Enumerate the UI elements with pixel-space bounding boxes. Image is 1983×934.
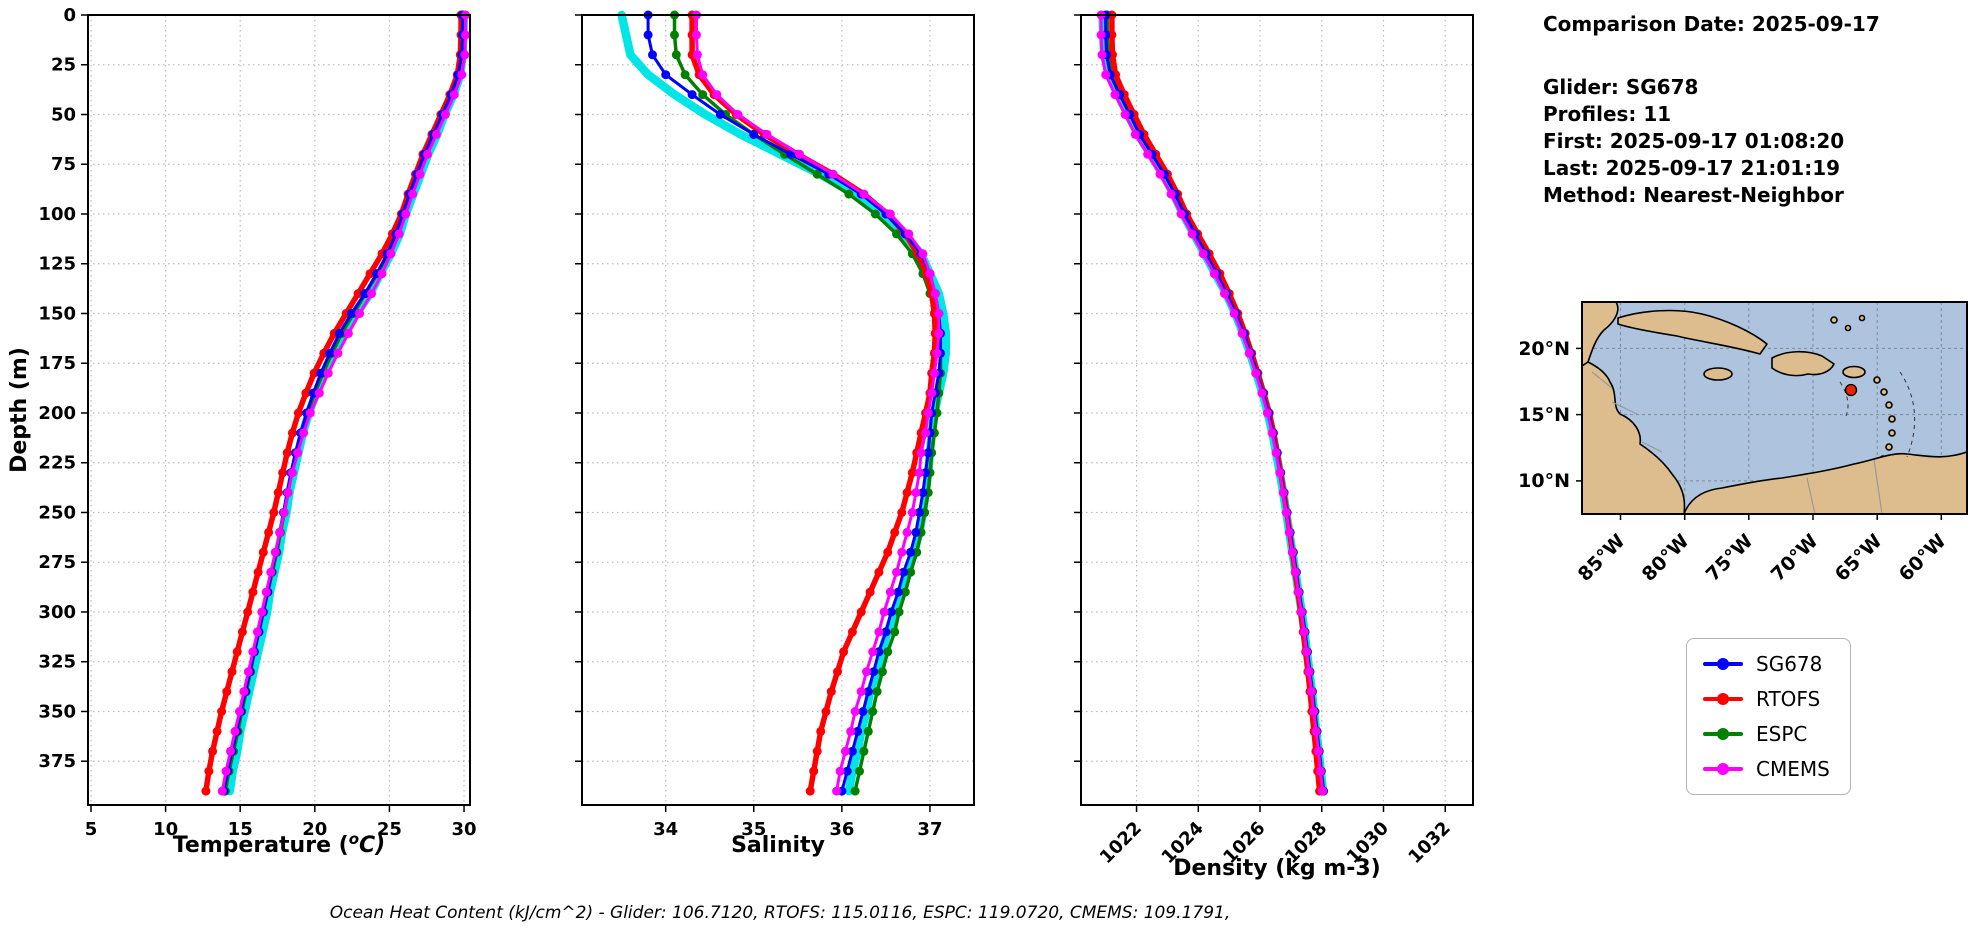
legend-label: SG678 — [1756, 652, 1823, 676]
map-borders — [1591, 371, 1883, 515]
x-tick-label: 1022 — [1096, 818, 1146, 868]
plot-frame — [581, 14, 975, 806]
map-maritime-boundaries — [1839, 371, 1916, 458]
legend-label: CMEMS — [1756, 757, 1830, 781]
info-first: First: 2025-09-17 01:08:20 — [1543, 129, 1845, 153]
x-tick-label: 37 — [917, 819, 942, 840]
y-tick-label: 125 — [38, 254, 76, 275]
legend-line-swatch — [1703, 763, 1743, 775]
y-tick-label: 250 — [38, 502, 76, 523]
y-tick-label: 375 — [38, 751, 76, 772]
map-lon-label: 75°W — [1702, 530, 1758, 586]
profile-curve-sg678 — [646, 13, 942, 793]
profile-curve-rtofs — [203, 12, 464, 794]
y-tick-label: 75 — [51, 154, 76, 175]
x-axis-label: Density (kg m-3) — [1173, 856, 1381, 881]
markers-cmems — [692, 10, 944, 796]
markers-cmems — [217, 10, 470, 796]
y-tick-label: 200 — [38, 403, 76, 424]
x-tick-label: 20 — [302, 819, 327, 840]
y-tick-label: 325 — [38, 652, 76, 673]
markers-espc — [220, 10, 467, 796]
map-lon-label: 70°W — [1767, 530, 1823, 586]
legend-line-swatch — [1703, 658, 1743, 670]
map-lon-label: 60°W — [1895, 530, 1951, 586]
x-tick-label: 36 — [829, 819, 854, 840]
info-panel: Comparison Date: 2025-09-17 Glider: SG67… — [1543, 12, 1880, 209]
profile-curve-cmems — [220, 13, 467, 793]
y-tick-label: 225 — [38, 453, 76, 474]
map-lon-label: 80°W — [1638, 530, 1694, 586]
y-tick-label: 100 — [38, 204, 76, 225]
temperature-profile-chart: 5 10 15 20 25 3002550751001251501752002252502… — [7, 5, 477, 858]
legend-line-swatch — [1703, 693, 1743, 705]
x-tick-label: 10 — [153, 819, 178, 840]
legend-label: RTOFS — [1756, 687, 1821, 711]
comparison-date: Comparison Date: 2025-09-17 — [1543, 12, 1880, 36]
y-tick-label: 175 — [38, 353, 76, 374]
x-tick-label: 25 — [377, 819, 402, 840]
legend-line-swatch — [1703, 728, 1743, 740]
x-tick-label: 5 — [85, 819, 98, 840]
profile-curve-cmems — [1099, 13, 1325, 793]
info-profiles: Profiles: 11 — [1543, 102, 1672, 126]
axis-ticks — [81, 14, 465, 812]
y-tick-label: 275 — [38, 552, 76, 573]
legend: SG678 RTOFS ESPC CMEMS — [1686, 638, 1851, 795]
map-lon-label: 85°W — [1574, 530, 1630, 586]
grid — [582, 14, 974, 805]
x-tick-label: 15 — [228, 819, 253, 840]
map-land — [1581, 301, 1968, 515]
y-axis-label: Depth (m) — [7, 347, 32, 473]
x-tick-label: 34 — [653, 819, 678, 840]
info-method: Method: Nearest-Neighbor — [1543, 183, 1844, 207]
map-lat-label: 20°N — [1520, 338, 1570, 360]
plot-frame — [1080, 14, 1474, 806]
y-tick-label: 300 — [38, 602, 76, 623]
legend-item-cmems: CMEMS — [1703, 757, 1830, 781]
salinity-profile-chart: 34 35 36 37 Salinity — [575, 10, 975, 858]
plot-frame — [87, 14, 471, 806]
y-tick-label: 25 — [51, 55, 76, 76]
info-glider: Glider: SG678 — [1543, 75, 1699, 99]
glider-location-marker — [1844, 383, 1858, 397]
profile-curve-espc — [223, 13, 465, 793]
map-lat-label: 15°N — [1520, 404, 1570, 426]
profile-curve-espc — [672, 13, 943, 793]
markers-espc — [670, 10, 945, 796]
y-tick-label: 50 — [51, 104, 76, 125]
grid — [88, 14, 470, 805]
x-tick-label: 35 — [741, 819, 766, 840]
legend-label: ESPC — [1756, 722, 1808, 746]
profile-curve-glider-profiles-raw- — [617, 10, 951, 796]
map-lat-label: 10°N — [1520, 470, 1570, 492]
x-tick-label: 30 — [452, 819, 477, 840]
x-axis-label: Salinity — [731, 833, 825, 858]
axis-ticks — [1074, 14, 1446, 812]
profile-curve-sg678 — [222, 13, 464, 793]
x-axis-label: Temperature (oC) — [173, 830, 385, 858]
ocean-heat-content-caption: Ocean Heat Content (kJ/cm^2) - Glider: 1… — [329, 903, 1231, 923]
legend-item-sg678: SG678 — [1703, 652, 1830, 676]
markers-sg678 — [643, 10, 945, 796]
map-frame — [1581, 301, 1968, 515]
x-tick-label: 1032 — [1404, 818, 1454, 868]
profile-curve-cmems — [695, 13, 941, 793]
y-tick-label: 150 — [38, 303, 76, 324]
y-tick-label: 350 — [38, 701, 76, 722]
y-tick-label: 0 — [63, 5, 76, 26]
grid — [1081, 14, 1473, 805]
location-map: 20°N 15°N 10°N 85°W 80°W 75°W 70°W 65°W … — [1520, 301, 1968, 586]
axis-ticks — [575, 14, 931, 812]
markers-cmems — [1096, 10, 1328, 796]
markers-rtofs — [201, 10, 466, 796]
legend-item-rtofs: RTOFS — [1703, 687, 1830, 711]
info-last: Last: 2025-09-17 21:01:19 — [1543, 156, 1841, 180]
legend-item-espc: ESPC — [1703, 722, 1830, 746]
map-lon-label: 65°W — [1831, 530, 1887, 586]
